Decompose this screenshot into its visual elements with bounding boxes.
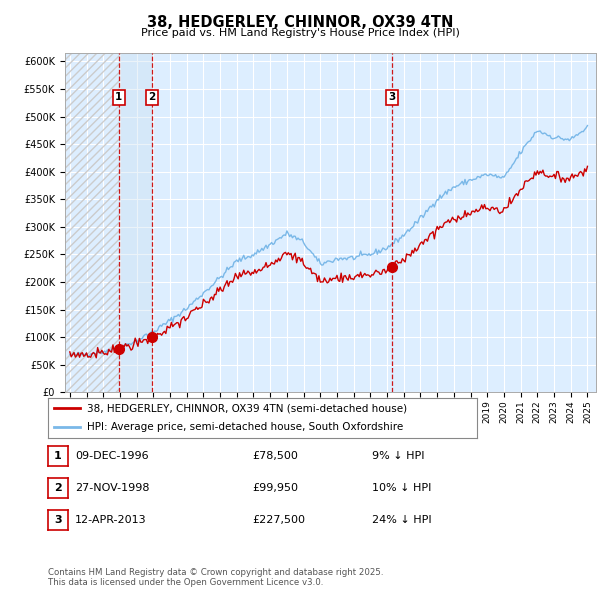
- Bar: [65, 53, 119, 392]
- Text: 3: 3: [388, 92, 395, 102]
- Text: 38, HEDGERLEY, CHINNOR, OX39 4TN: 38, HEDGERLEY, CHINNOR, OX39 4TN: [147, 15, 453, 30]
- Text: 9% ↓ HPI: 9% ↓ HPI: [372, 451, 425, 461]
- Text: HPI: Average price, semi-detached house, South Oxfordshire: HPI: Average price, semi-detached house,…: [86, 422, 403, 432]
- Text: 27-NOV-1998: 27-NOV-1998: [75, 483, 149, 493]
- Text: Price paid vs. HM Land Registry's House Price Index (HPI): Price paid vs. HM Land Registry's House …: [140, 28, 460, 38]
- Text: 2: 2: [54, 483, 62, 493]
- Text: £227,500: £227,500: [252, 515, 305, 525]
- Text: 2: 2: [148, 92, 155, 102]
- Text: £78,500: £78,500: [252, 451, 298, 461]
- Bar: [119, 53, 152, 392]
- Text: Contains HM Land Registry data © Crown copyright and database right 2025.
This d: Contains HM Land Registry data © Crown c…: [48, 568, 383, 587]
- Text: 1: 1: [54, 451, 62, 461]
- Text: 38, HEDGERLEY, CHINNOR, OX39 4TN (semi-detached house): 38, HEDGERLEY, CHINNOR, OX39 4TN (semi-d…: [86, 403, 407, 413]
- Text: £99,950: £99,950: [252, 483, 298, 493]
- Text: 10% ↓ HPI: 10% ↓ HPI: [372, 483, 431, 493]
- Text: 09-DEC-1996: 09-DEC-1996: [75, 451, 149, 461]
- Text: 1: 1: [115, 92, 122, 102]
- Text: 3: 3: [54, 515, 62, 525]
- Text: 12-APR-2013: 12-APR-2013: [75, 515, 146, 525]
- Text: 24% ↓ HPI: 24% ↓ HPI: [372, 515, 431, 525]
